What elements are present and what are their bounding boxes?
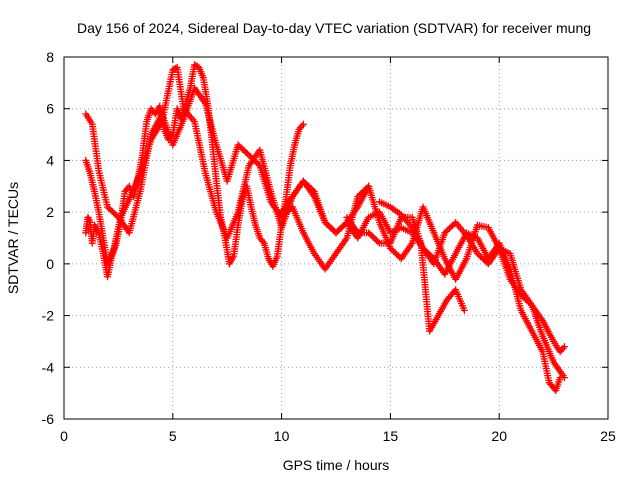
axis-layer: 0 5 10 15 20 25 -6 -4 -2 0 2 4 6 8: [42, 49, 616, 444]
data-point: [460, 306, 468, 314]
y-tick-label: -6: [42, 411, 55, 427]
x-tick-label: 20: [491, 428, 507, 444]
chart-title: Day 156 of 2024, Sidereal Day-to-day VTE…: [77, 20, 591, 36]
data-point: [254, 160, 262, 168]
series-track-4: [278, 177, 564, 395]
series-track-3: [82, 84, 568, 356]
y-tick-label: 6: [46, 101, 54, 117]
y-tick-label: 4: [46, 152, 54, 168]
series-track-5: [376, 198, 568, 382]
y-tick-label: -4: [42, 359, 55, 375]
data-layer: [82, 61, 568, 395]
x-tick-label: 10: [274, 428, 290, 444]
data-point: [560, 374, 568, 382]
data-point: [299, 120, 307, 128]
y-tick-label: 2: [46, 204, 54, 220]
x-axis-label: GPS time / hours: [283, 457, 390, 473]
data-point: [560, 343, 568, 351]
plot-frame: [63, 56, 609, 420]
x-tick-label: 5: [169, 428, 177, 444]
y-axis-label: SDTVAR / TECUs: [5, 182, 21, 294]
series-track-6: [343, 213, 468, 335]
series-track-2: [82, 63, 373, 268]
x-tick-label: 0: [60, 428, 68, 444]
data-point: [374, 238, 382, 246]
x-tick-label: 15: [383, 428, 399, 444]
y-tick-label: 8: [46, 49, 54, 65]
y-tick-label: -2: [42, 308, 55, 324]
grid-layer: [64, 57, 608, 419]
x-tick-label: 25: [600, 428, 616, 444]
y-tick-label: 0: [46, 256, 54, 272]
